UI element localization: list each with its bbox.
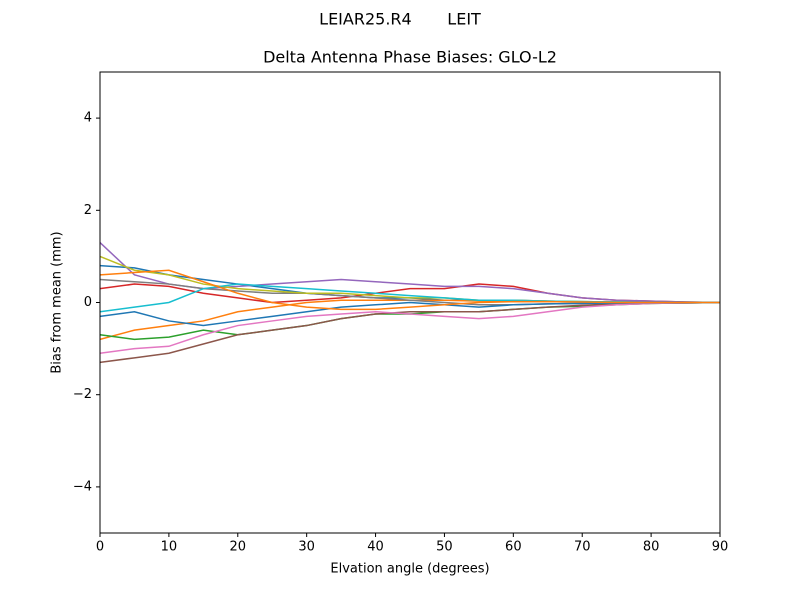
x-tick-label: 90 (712, 540, 729, 555)
y-tick-label: 4 (84, 111, 92, 126)
y-tick-label: −2 (73, 387, 92, 402)
x-tick-label: 10 (161, 540, 178, 555)
y-tick-label: −4 (73, 479, 92, 494)
y-tick-label: 0 (84, 295, 92, 310)
chart-title: Delta Antenna Phase Biases: GLO-L2 (263, 48, 557, 67)
x-tick-label: 50 (436, 540, 453, 555)
data-line (99, 269, 720, 311)
x-tick-label: 70 (574, 540, 591, 555)
x-tick-label: 20 (230, 540, 247, 555)
x-tick-label: 60 (505, 540, 522, 555)
x-tick-label: 0 (96, 540, 104, 555)
data-line (99, 301, 721, 364)
x-tick-label: 30 (298, 540, 315, 555)
x-tick-label: 80 (643, 540, 660, 555)
y-axis-label: Bias from mean (mm) (50, 231, 65, 373)
suptitle: LEIAR25.R4 LEIT (319, 10, 481, 29)
x-tick-label: 40 (367, 540, 384, 555)
x-axis-label: Elvation angle (degrees) (330, 562, 489, 577)
y-tick-label: 2 (84, 203, 92, 218)
data-line (99, 301, 721, 354)
